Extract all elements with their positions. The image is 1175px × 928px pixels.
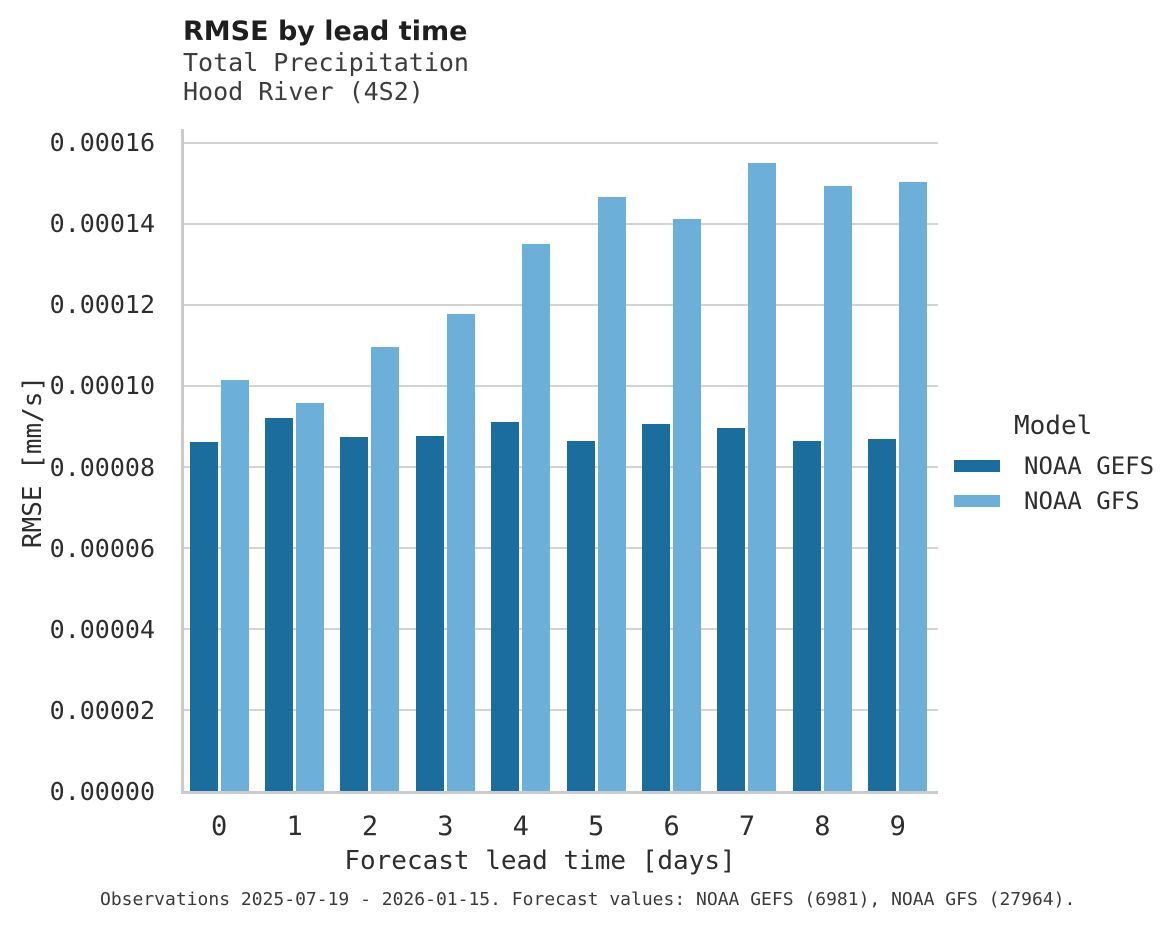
x-tick-label: 2 <box>361 811 379 842</box>
legend-label-noaa-gfs: NOAA GFS <box>1024 486 1140 515</box>
legend-item-noaa-gfs: NOAA GFS <box>954 483 1154 518</box>
bar-noaa-gfs <box>597 196 626 792</box>
x-tick-label: 5 <box>588 811 605 842</box>
x-tick-label: 7 <box>738 811 756 842</box>
y-tick-label: 0.00016 <box>49 128 155 157</box>
legend-item-noaa-gefs: NOAA GEFS <box>954 448 1154 483</box>
bar-noaa-gfs <box>899 181 928 792</box>
y-tick-label: 0.00008 <box>49 452 155 482</box>
bar-noaa-gefs <box>189 441 218 792</box>
x-axis-title: Forecast lead time [days] <box>344 846 736 876</box>
bar-noaa-gfs <box>522 243 551 792</box>
legend-swatch-noaa-gefs <box>954 459 1000 472</box>
figure-caption: Observations 2025-07-19 - 2026-01-15. Fo… <box>100 889 1076 910</box>
x-tick-label: 1 <box>286 811 303 842</box>
gridline <box>183 141 938 144</box>
y-tick-label: 0.00010 <box>49 371 155 401</box>
y-tick-label: 0.00014 <box>49 209 155 239</box>
gridline <box>183 709 938 712</box>
bar-noaa-gefs <box>792 441 821 792</box>
y-tick-label: 0.00006 <box>49 533 155 563</box>
chart-subtitle-station: Hood River (4S2) <box>183 77 424 106</box>
y-axis-line <box>181 129 184 794</box>
bar-noaa-gefs <box>566 441 595 792</box>
gridline <box>183 222 938 225</box>
gridline <box>183 466 938 468</box>
chart-subtitle-variable: Total Precipitation <box>183 48 469 77</box>
bar-noaa-gfs <box>446 314 475 792</box>
bar-noaa-gefs <box>717 428 746 792</box>
bar-noaa-gefs <box>265 417 294 792</box>
x-tick-label: 8 <box>814 811 831 842</box>
bar-noaa-gefs <box>491 421 520 792</box>
bar-noaa-gfs <box>296 403 325 792</box>
gridline <box>183 303 938 306</box>
x-tick-label: 0 <box>211 811 228 842</box>
x-axis-line <box>181 791 938 794</box>
bar-noaa-gfs <box>823 185 852 792</box>
gridline <box>183 547 938 550</box>
title-block: RMSE by lead time Total Precipitation Ho… <box>183 16 469 106</box>
legend-swatch-noaa-gfs <box>954 494 1000 507</box>
bar-noaa-gfs <box>371 347 400 792</box>
legend-label-noaa-gefs: NOAA GEFS <box>1024 451 1155 480</box>
bar-noaa-gfs <box>673 218 702 792</box>
bar-noaa-gfs <box>220 380 249 792</box>
bar-noaa-gefs <box>642 424 671 792</box>
y-tick-label: 0.00012 <box>49 290 155 320</box>
chart-title: RMSE by lead time <box>183 16 468 47</box>
gridline <box>183 628 938 631</box>
legend: Model NOAA GEFS NOAA GFS <box>954 410 1154 518</box>
legend-title: Model <box>1014 411 1093 441</box>
bar-noaa-gefs <box>415 436 444 792</box>
gridline <box>183 384 938 387</box>
y-tick-label: 0.00000 <box>49 777 155 806</box>
y-tick-label: 0.00002 <box>49 695 155 725</box>
x-tick-label: 3 <box>437 811 454 842</box>
x-tick-label: 4 <box>512 811 529 842</box>
bar-noaa-gefs <box>868 439 897 792</box>
bar-noaa-gfs <box>748 162 777 792</box>
bar-noaa-gefs <box>340 436 369 792</box>
y-tick-label: 0.00004 <box>49 614 155 644</box>
x-tick-label: 6 <box>663 811 680 842</box>
x-tick-label: 9 <box>889 811 906 842</box>
y-axis-title: RMSE [mm/s] <box>18 375 48 549</box>
